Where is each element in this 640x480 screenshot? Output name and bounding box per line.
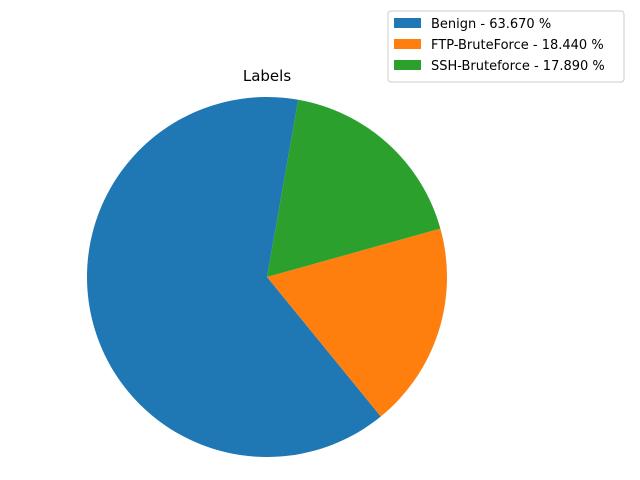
legend-label-2: SSH-Bruteforce - 17.890 % xyxy=(431,59,605,74)
pie-slice-2 xyxy=(267,99,441,277)
chart-title: Labels xyxy=(243,67,291,85)
pie-slice-0 xyxy=(87,97,381,457)
legend-label-0: Benign - 63.670 % xyxy=(431,17,551,32)
pie-slice-1 xyxy=(267,228,448,417)
legend-frame xyxy=(387,10,625,83)
legend-swatch-0 xyxy=(394,18,421,28)
pie-slices xyxy=(87,97,448,457)
legend: Benign - 63.670 % FTP-BruteForce - 18.440… xyxy=(387,10,625,83)
legend-swatch-1 xyxy=(394,39,421,49)
legend-swatch-2 xyxy=(394,60,421,70)
legend-label-1: FTP-BruteForce - 18.440 % xyxy=(431,38,604,53)
